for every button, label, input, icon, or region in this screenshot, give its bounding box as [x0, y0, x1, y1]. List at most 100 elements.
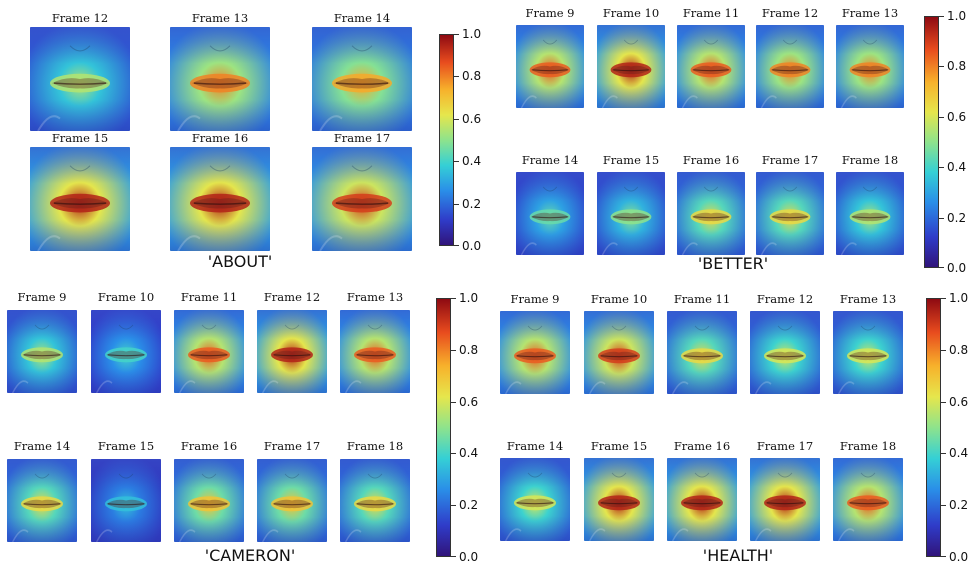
frame-label: Frame 16 — [180, 439, 238, 453]
colorbar-tick — [451, 453, 456, 455]
frame-label: Frame 14 — [506, 439, 564, 453]
colorbar: 0.0 0.2 0.4 0.6 0.8 1.0 — [924, 10, 974, 274]
frame-label: Frame 18 — [346, 439, 404, 453]
colorbar-tick-label: 0.0 — [949, 550, 969, 564]
saliency-heatmap-frame — [30, 147, 130, 251]
frame-label: Frame 11 — [673, 292, 731, 306]
saliency-heatmap-frame — [174, 459, 244, 542]
colorbar: 0.0 0.2 0.4 0.6 0.8 1.0 — [439, 28, 489, 252]
colorbar-tick-label: 0.0 — [459, 550, 479, 564]
frame-label: Frame 12 — [51, 11, 109, 25]
frame-label: Frame 14 — [13, 439, 71, 453]
colorbar-tick — [939, 167, 944, 169]
frame-label: Frame 17 — [333, 131, 391, 145]
colorbar-tick-label: 0.8 — [949, 342, 969, 357]
saliency-heatmap-frame — [677, 25, 745, 108]
frame-label: Frame 11 — [682, 6, 740, 20]
colorbar-tick-label: 0.2 — [949, 498, 969, 513]
frame-label: Frame 17 — [263, 439, 321, 453]
colorbar-tick — [941, 298, 946, 299]
saliency-heatmap-frame — [836, 172, 904, 255]
colorbar-tick — [939, 217, 944, 219]
colorbar-tick — [454, 76, 459, 78]
colorbar-tick-label: 0.4 — [947, 160, 967, 175]
saliency-heatmap-frame — [257, 310, 327, 393]
saliency-heatmap-frame — [174, 310, 244, 393]
frame-label: Frame 13 — [346, 290, 404, 304]
word-label: 'ABOUT' — [207, 252, 273, 271]
frame-label: Frame 10 — [97, 290, 155, 304]
saliency-heatmap-frame — [750, 311, 820, 394]
colorbar-tick — [451, 401, 456, 403]
saliency-heatmap-frame — [597, 25, 665, 108]
saliency-heatmap-frame — [500, 458, 570, 541]
frame-label: Frame 14 — [521, 153, 579, 167]
colorbar-tick-label: 1.0 — [462, 27, 482, 41]
colorbar-tick-label: 0.4 — [949, 446, 969, 461]
word-label: 'BETTER' — [697, 254, 769, 273]
frame-label: Frame 15 — [602, 153, 660, 167]
colorbar-tick — [451, 349, 456, 351]
frame-label: Frame 15 — [51, 131, 109, 145]
frame-label: Frame 17 — [756, 439, 814, 453]
colorbar: 0.0 0.2 0.4 0.6 0.8 1.0 — [926, 292, 974, 563]
colorbar-tick-label: 0.4 — [462, 154, 482, 169]
colorbar-tick-label: 0.0 — [947, 261, 967, 275]
colorbar-tick — [939, 66, 944, 68]
saliency-heatmap-frame — [756, 25, 824, 108]
colorbar-tick — [454, 203, 459, 205]
saliency-heatmap-frame — [667, 311, 737, 394]
frame-label: Frame 18 — [839, 439, 897, 453]
frame-label: Frame 9 — [510, 292, 560, 306]
colorbar-gradient — [436, 298, 451, 557]
colorbar-tick — [939, 267, 944, 268]
saliency-heatmap-frame — [257, 459, 327, 542]
colorbar-tick — [454, 118, 459, 120]
saliency-heatmap-frame — [836, 25, 904, 108]
colorbar-tick-label: 0.0 — [462, 239, 482, 253]
colorbar-tick — [941, 505, 946, 507]
saliency-heatmap-frame — [340, 459, 410, 542]
colorbar-tick-label: 0.8 — [462, 69, 482, 84]
frame-label: Frame 18 — [841, 153, 899, 167]
colorbar: 0.0 0.2 0.4 0.6 0.8 1.0 — [436, 292, 486, 563]
colorbar-tick-label: 0.2 — [947, 210, 967, 225]
colorbar-tick — [454, 245, 459, 246]
word-label: 'HEALTH' — [702, 546, 774, 565]
colorbar-tick — [451, 298, 456, 299]
saliency-heatmap-frame — [597, 172, 665, 255]
colorbar-tick — [941, 453, 946, 455]
saliency-heatmap-frame — [750, 458, 820, 541]
colorbar-tick — [939, 16, 944, 17]
saliency-heatmap-frame — [30, 27, 130, 131]
colorbar-tick-label: 1.0 — [949, 291, 969, 305]
frame-label: Frame 9 — [525, 6, 575, 20]
frame-label: Frame 13 — [191, 11, 249, 25]
colorbar-tick-label: 0.6 — [947, 109, 967, 124]
saliency-heatmap-frame — [584, 458, 654, 541]
saliency-heatmap-frame — [833, 458, 903, 541]
colorbar-tick — [941, 349, 946, 351]
saliency-heatmap-frame — [500, 311, 570, 394]
colorbar-tick — [454, 34, 459, 35]
saliency-heatmap-frame — [756, 172, 824, 255]
frame-label: Frame 12 — [263, 290, 321, 304]
saliency-heatmap-frame — [91, 459, 161, 542]
saliency-heatmap-frame — [170, 147, 270, 251]
saliency-heatmap-frame — [833, 311, 903, 394]
saliency-heatmap-frame — [340, 310, 410, 393]
frame-label: Frame 17 — [761, 153, 819, 167]
saliency-heatmap-frame — [516, 25, 584, 108]
colorbar-tick — [454, 161, 459, 163]
colorbar-tick-label: 0.8 — [947, 59, 967, 74]
frame-label: Frame 10 — [602, 6, 660, 20]
saliency-heatmap-frame — [312, 27, 412, 131]
colorbar-tick-label: 1.0 — [947, 9, 967, 23]
colorbar-tick-label: 0.2 — [462, 196, 482, 211]
frame-label: Frame 16 — [673, 439, 731, 453]
saliency-heatmap-frame — [91, 310, 161, 393]
colorbar-tick-label: 0.6 — [459, 394, 479, 409]
saliency-heatmap-frame — [170, 27, 270, 131]
frame-label: Frame 13 — [841, 6, 899, 20]
frame-label: Frame 9 — [17, 290, 67, 304]
